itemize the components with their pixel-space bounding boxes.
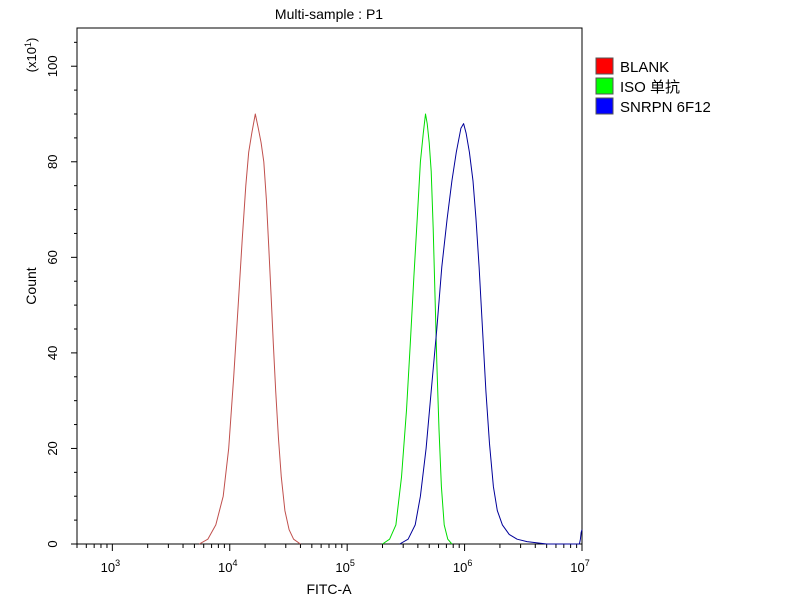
x-tick-base: 10 <box>335 560 349 575</box>
legend-swatch <box>595 57 614 75</box>
series-line-0 <box>199 113 301 545</box>
x-tick-base: 10 <box>218 560 232 575</box>
x-tick-label: 106 <box>453 558 472 575</box>
x-tick-label: 104 <box>218 558 237 575</box>
y-tick-label: 80 <box>45 155 60 169</box>
x-tick-label: 103 <box>101 558 120 575</box>
x-tick-base: 10 <box>101 560 115 575</box>
x-tick-exponent: 7 <box>585 558 590 568</box>
x-axis-label: FITC-A <box>306 581 352 597</box>
x-tick-exponent: 4 <box>232 558 237 568</box>
x-tick-base: 10 <box>453 560 467 575</box>
legend-label: BLANK <box>620 59 669 76</box>
y-multiplier-exponent: 1 <box>23 42 33 47</box>
y-tick-label: 0 <box>45 540 60 547</box>
y-tick-label: 40 <box>45 346 60 360</box>
legend-label: ISO 单抗 <box>620 79 680 96</box>
y-multiplier-suffix: ) <box>24 38 39 42</box>
y-tick-label: 20 <box>45 441 60 455</box>
y-multiplier-prefix: (x10 <box>24 47 39 72</box>
x-tick-exponent: 6 <box>467 558 472 568</box>
x-tick-base: 10 <box>570 560 584 575</box>
x-tick-exponent: 5 <box>350 558 355 568</box>
y-tick-label: 100 <box>45 55 60 77</box>
legend-label: SNRPN 6F12 <box>620 99 711 116</box>
x-axis: 103 104 105 106 107 <box>76 544 590 575</box>
x-tick-exponent: 3 <box>115 558 120 568</box>
y-tick-label: 60 <box>45 250 60 264</box>
y-axis-multiplier: (x101) <box>23 38 39 73</box>
series-line-2 <box>399 123 583 545</box>
legend-swatch <box>595 77 614 95</box>
x-tick-label: 105 <box>335 558 354 575</box>
plot-area-frame <box>76 27 583 545</box>
series-layer <box>199 113 583 545</box>
chart-title: Multi-sample : P1 <box>275 6 383 22</box>
legend: BLANK ISO 单抗 SNRPN 6F12 <box>595 57 711 116</box>
y-axis: 0 20 40 60 80 100 <box>45 41 77 548</box>
x-tick-label: 107 <box>570 558 589 575</box>
series-line-1 <box>382 113 453 545</box>
legend-swatch <box>595 97 614 115</box>
y-axis-label: Count <box>23 267 39 304</box>
